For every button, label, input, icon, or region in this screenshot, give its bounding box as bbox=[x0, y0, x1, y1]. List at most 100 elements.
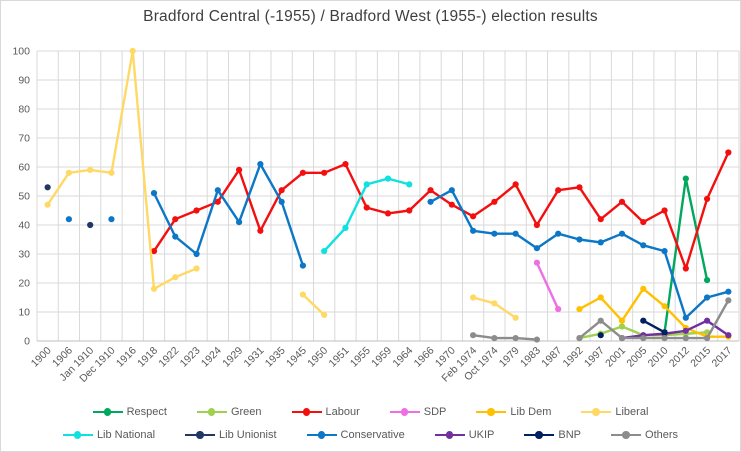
legend-label-respect: Respect bbox=[126, 406, 167, 418]
y-axis-tick-label: 10 bbox=[18, 307, 30, 319]
legend-label-lib-dem: Lib Dem bbox=[510, 406, 552, 418]
series-point-lib-unionist bbox=[87, 221, 94, 229]
series-point-labour bbox=[448, 201, 455, 208]
series-point-labour bbox=[150, 248, 158, 255]
series-line-lib-dem bbox=[578, 287, 730, 338]
y-axis-tick-label: 50 bbox=[18, 191, 30, 203]
x-axis-tick-label: 1959 bbox=[369, 345, 394, 370]
series-point-liberal bbox=[65, 169, 73, 176]
series-point-conservative bbox=[448, 187, 455, 194]
series-point-liberal bbox=[321, 311, 328, 318]
series-point-lib-dem bbox=[597, 294, 604, 301]
y-axis-tick-label: 40 bbox=[18, 220, 30, 232]
x-axis-tick-label: 1935 bbox=[263, 345, 288, 370]
series-point-conservative bbox=[618, 230, 626, 237]
series-point-liberal bbox=[150, 285, 158, 292]
series-line-lib-national bbox=[322, 177, 411, 253]
y-axis-tick-label: 30 bbox=[18, 249, 30, 261]
x-axis-tick-label: 1929 bbox=[220, 345, 245, 370]
series-point-conservative bbox=[299, 262, 307, 269]
series-point-lib-dem bbox=[576, 306, 583, 313]
series-point-respect bbox=[703, 277, 711, 284]
legend-item-lib-national: Lib National bbox=[62, 429, 156, 441]
x-axis-tick-label: 1955 bbox=[348, 345, 373, 370]
series-point-conservative bbox=[725, 288, 732, 295]
legend-item-conservative: Conservative bbox=[306, 429, 405, 441]
legend-item-lib-dem: Lib Dem bbox=[476, 406, 551, 418]
series-point-liberal bbox=[491, 300, 498, 307]
legend-swatch-sdp bbox=[389, 408, 420, 416]
series-point-conservative bbox=[108, 216, 115, 223]
series-point-lib-national bbox=[342, 224, 349, 231]
legend-marker-icon bbox=[592, 408, 600, 416]
series-point-bnp bbox=[640, 317, 647, 324]
series-point-others bbox=[661, 335, 668, 342]
legend-marker-icon bbox=[103, 408, 112, 416]
series-point-conservative bbox=[469, 227, 477, 234]
series-line-bnp bbox=[642, 319, 666, 334]
x-axis-tick-label: 1992 bbox=[561, 345, 586, 370]
series-point-conservative bbox=[427, 198, 434, 205]
series-point-labour bbox=[469, 213, 477, 220]
series-point-others bbox=[491, 335, 498, 342]
legend-item-green: Green bbox=[196, 406, 262, 418]
series-point-lib-national bbox=[363, 181, 370, 188]
series-point-lib-dem bbox=[640, 285, 647, 292]
legend-marker-icon bbox=[73, 431, 82, 439]
legend-item-bnp: BNP bbox=[524, 429, 581, 441]
series-point-conservative bbox=[491, 230, 498, 237]
x-axis-tick-label: 1918 bbox=[135, 345, 160, 370]
series-point-conservative bbox=[682, 314, 689, 321]
legend-swatch-others bbox=[611, 431, 642, 439]
legend-row: Lib National Lib Unionist Conservative UKIP… bbox=[62, 425, 678, 445]
x-axis-tick-label: 1924 bbox=[199, 345, 224, 370]
series-point-liberal bbox=[129, 47, 136, 55]
series-point-conservative bbox=[597, 239, 604, 246]
series-point-ukip bbox=[703, 317, 711, 324]
series-point-labour bbox=[533, 221, 541, 229]
series-point-lib-national bbox=[406, 181, 413, 188]
legend-marker-icon bbox=[317, 431, 326, 439]
y-axis-tick-label: 0 bbox=[24, 336, 30, 348]
series-point-labour bbox=[491, 198, 498, 205]
series-line-others bbox=[471, 334, 539, 341]
series-point-conservative bbox=[65, 216, 73, 223]
series-point-others bbox=[725, 297, 732, 304]
series-point-others bbox=[618, 335, 626, 342]
series-point-liberal bbox=[87, 166, 94, 173]
legend-label-ukip: UKIP bbox=[468, 429, 495, 441]
x-axis-tick-label: 1945 bbox=[284, 345, 309, 370]
legend-item-others: Others bbox=[611, 429, 678, 441]
x-axis-tick-label: 2017 bbox=[709, 345, 734, 370]
series-point-liberal bbox=[108, 169, 115, 176]
series-point-lib-unionist bbox=[44, 184, 51, 191]
series-point-labour bbox=[299, 169, 307, 176]
series-point-conservative bbox=[703, 294, 711, 301]
legend-label-bnp: BNP bbox=[558, 429, 582, 441]
legend-label-liberal: Liberal bbox=[615, 406, 649, 418]
series-point-conservative bbox=[555, 230, 562, 237]
legend-marker-icon bbox=[400, 408, 409, 416]
x-axis-tick-label: 1983 bbox=[518, 345, 543, 370]
legend-label-others: Others bbox=[645, 429, 679, 441]
series-line-ukip bbox=[620, 319, 730, 340]
series-point-labour bbox=[576, 184, 583, 191]
series-point-ukip bbox=[725, 332, 732, 339]
legend-label-lib-national: Lib National bbox=[96, 429, 156, 441]
y-axis-tick-label: 100 bbox=[12, 46, 30, 58]
legend-swatch-lib-dem bbox=[476, 408, 507, 416]
series-point-others bbox=[533, 336, 541, 343]
legend-label-labour: Labour bbox=[325, 406, 360, 418]
series-point-conservative bbox=[512, 230, 519, 237]
series-point-others bbox=[682, 335, 689, 342]
series-point-labour bbox=[406, 207, 413, 214]
series-point-labour bbox=[618, 198, 626, 205]
x-axis-tick-label: 1922 bbox=[156, 345, 181, 370]
y-axis-tick-label: 60 bbox=[18, 162, 30, 174]
series-point-lib-national bbox=[321, 248, 328, 255]
x-axis-tick-label: 1979 bbox=[497, 345, 522, 370]
series-point-labour bbox=[725, 149, 732, 156]
legend-label-sdp: SDP bbox=[423, 406, 447, 418]
legend-marker-icon bbox=[302, 408, 311, 416]
